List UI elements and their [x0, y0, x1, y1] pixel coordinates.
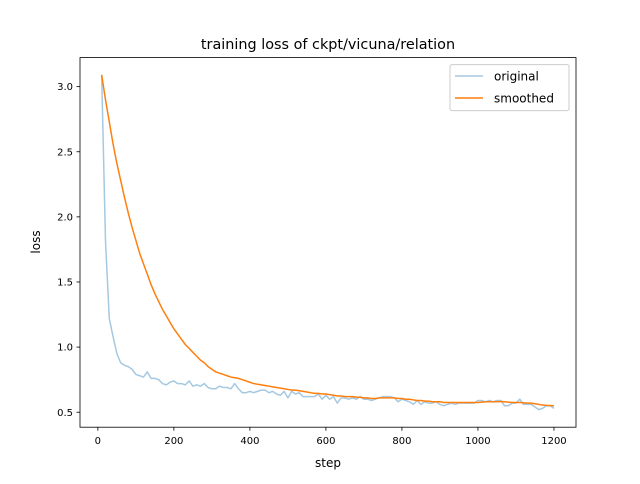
x-axis: 0 200 400 600 800 1000 1200 [95, 427, 567, 447]
x-tick-label: 0 [95, 436, 101, 447]
x-tick-label: 1200 [541, 436, 566, 447]
series-line-original [100, 74, 555, 411]
x-axis-label: step [315, 456, 341, 470]
legend-box [449, 64, 570, 112]
x-tick-label: 600 [316, 436, 335, 447]
chart-title: training loss of ckpt/vicuna/relation [201, 37, 455, 53]
legend-label-original: original [494, 70, 539, 84]
y-tick-label: 1.0 [57, 343, 73, 354]
y-tick-label: 1.5 [57, 278, 73, 289]
legend: original smoothed [449, 64, 570, 112]
y-axis-label: loss [29, 230, 43, 253]
legend-label-smoothed: smoothed [494, 92, 554, 106]
y-tick-label: 3.0 [57, 82, 73, 93]
y-axis: 0.5 1.0 1.5 2.0 2.5 3.0 [57, 82, 80, 419]
y-tick-label: 2.0 [57, 212, 73, 223]
series-layer [100, 74, 555, 411]
plot-frame [79, 57, 577, 428]
x-tick-label: 1000 [465, 436, 490, 447]
x-tick-label: 200 [164, 436, 183, 447]
y-tick-label: 0.5 [57, 408, 73, 419]
x-tick-label: 400 [240, 436, 259, 447]
y-tick-label: 2.5 [57, 147, 73, 158]
x-tick-label: 800 [392, 436, 411, 447]
series-line-smoothed [100, 74, 555, 407]
